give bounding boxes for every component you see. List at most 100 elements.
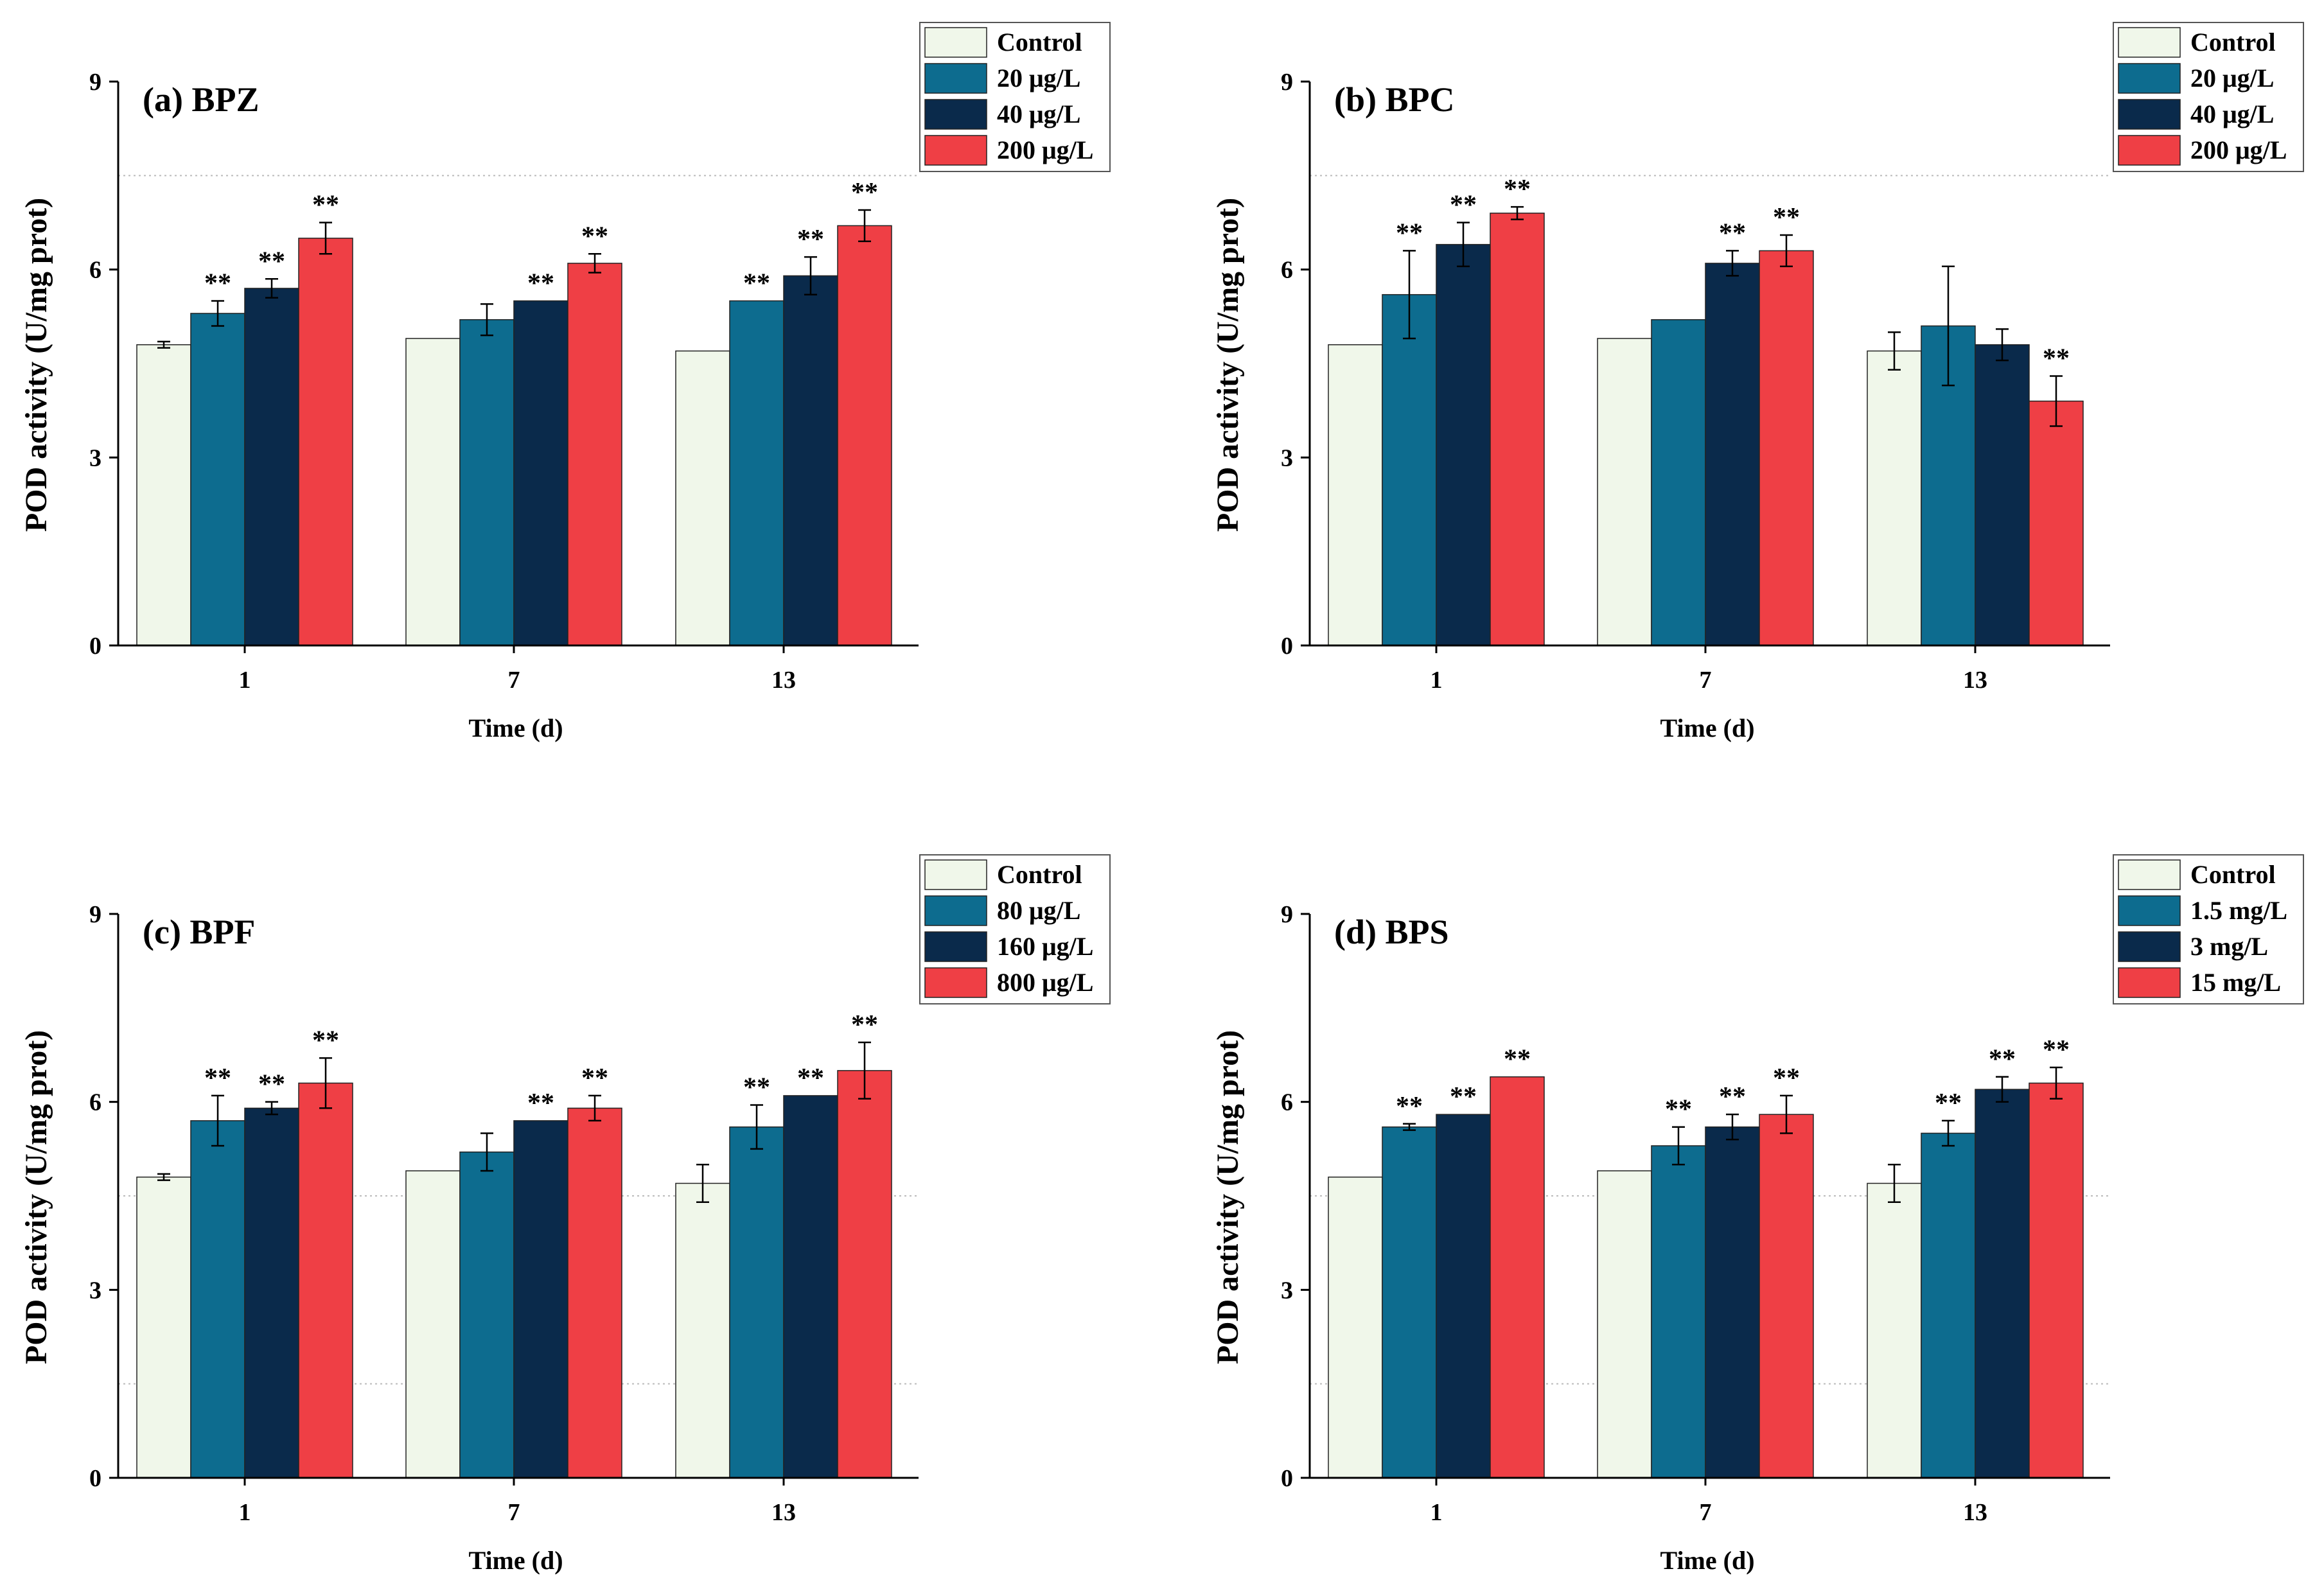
y-tick-label: 6 xyxy=(89,1089,101,1116)
significance-marker: ** xyxy=(851,178,878,207)
legend-swatch-low xyxy=(924,895,987,926)
significance-marker: ** xyxy=(1719,1082,1746,1112)
legend-label: 200 μg/L xyxy=(997,136,1093,164)
error-bar xyxy=(211,1094,224,1147)
bar-mid-day-1 xyxy=(244,288,299,646)
error-bar xyxy=(696,1163,709,1204)
error-bar xyxy=(480,1132,493,1172)
bar-mid-day-7 xyxy=(513,1120,568,1478)
legend-label: 15 mg/L xyxy=(2190,968,2281,997)
bar-mid-day-13 xyxy=(783,275,838,646)
bar-high-day-1 xyxy=(1490,1076,1545,1478)
significance-marker: ** xyxy=(258,1070,285,1100)
legend-label: 200 μg/L xyxy=(2190,136,2287,164)
bar-mid-day-13 xyxy=(1975,344,2030,646)
error-bar xyxy=(1780,234,1793,268)
error-bar xyxy=(1942,1119,1955,1147)
significance-marker: ** xyxy=(1450,1082,1477,1112)
error-bar xyxy=(1672,1126,1685,1166)
bar-mid-day-13 xyxy=(783,1095,838,1478)
legend-swatch-mid xyxy=(2118,931,2181,962)
significance-marker: ** xyxy=(1665,1095,1692,1125)
bar-control-day-1 xyxy=(1328,344,1383,646)
error-bar xyxy=(1996,328,2009,362)
legend-label: Control xyxy=(2190,860,2276,889)
bar-high-day-1 xyxy=(298,1082,353,1478)
legend-label: 40 μg/L xyxy=(997,100,1080,128)
significance-marker: ** xyxy=(581,1064,608,1093)
error-bar xyxy=(1996,1076,2009,1103)
bar-mid-day-13 xyxy=(1975,1089,2030,1478)
bar-mid-day-7 xyxy=(1705,263,1760,646)
significance-marker: ** xyxy=(312,1026,339,1055)
legend-swatch-high xyxy=(2118,967,2181,998)
bar-low-day-7 xyxy=(459,319,515,646)
bar-low-day-1 xyxy=(190,313,245,646)
bar-high-day-7 xyxy=(567,263,622,646)
legend-swatch-control xyxy=(924,859,987,890)
bar-control-day-7 xyxy=(1597,338,1652,646)
significance-marker: ** xyxy=(1396,1092,1423,1121)
legend-label: 160 μg/L xyxy=(997,932,1093,961)
legend-label: 40 μg/L xyxy=(2190,100,2274,128)
bar-mid-day-1 xyxy=(1436,243,1491,646)
legend-swatch-high xyxy=(924,135,987,166)
significance-marker: ** xyxy=(2043,344,2070,374)
error-bar xyxy=(211,300,224,327)
error-bar xyxy=(319,222,332,255)
significance-marker: ** xyxy=(2043,1035,2070,1065)
x-axis-label: Time (d) xyxy=(1660,1546,1754,1575)
legend-swatch-mid xyxy=(2118,99,2181,130)
error-bar xyxy=(1403,250,1416,340)
legend-label: Control xyxy=(997,28,1082,57)
significance-marker: ** xyxy=(581,222,608,251)
legend-label: Control xyxy=(2190,28,2276,57)
x-tick-label: 13 xyxy=(771,667,796,694)
bar-control-day-13 xyxy=(1867,1182,1922,1478)
chart-panel-2: ** ** ** 1 ** ** 7 ** 13 0 3 6 9 (b) BPC Time (d) POD a… xyxy=(1211,22,2304,742)
bar-mid-day-1 xyxy=(1436,1114,1491,1478)
bar-control-day-1 xyxy=(136,344,191,646)
chart-title: (a) BPZ xyxy=(143,80,260,119)
chart-title: (c) BPF xyxy=(143,913,255,951)
legend: Control 80 μg/L 160 μg/L 800 μg/L xyxy=(919,854,1111,1004)
error-bar xyxy=(1888,331,1901,371)
x-tick-label: 13 xyxy=(1963,667,1987,694)
bar-low-day-1 xyxy=(1382,1126,1437,1478)
x-tick-label: 7 xyxy=(508,667,520,694)
error-bar xyxy=(157,1173,170,1181)
error-bar xyxy=(1511,206,1524,220)
bar-high-day-1 xyxy=(1490,213,1545,646)
legend-label: 20 μg/L xyxy=(2190,64,2274,92)
significance-marker: ** xyxy=(1773,1064,1800,1093)
bar-high-day-7 xyxy=(1759,1114,1814,1478)
significance-marker: ** xyxy=(204,268,231,298)
chart-panel-3: ** ** ** 1 ** ** 7 ** ** ** 13 0 3 6 9 (c) BPF Time (d) P… xyxy=(19,854,1111,1575)
y-tick-label: 6 xyxy=(1281,257,1293,284)
error-bar xyxy=(1726,1113,1739,1141)
legend: Control 1.5 mg/L 3 mg/L 15 mg/L xyxy=(2113,854,2304,1004)
error-bar xyxy=(804,256,817,295)
chart-panel-4: ** ** ** 1 ** ** ** 7 ** ** ** 13 0 3 6 9 (d) BPS Time (d… xyxy=(1211,854,2304,1575)
legend-label: 80 μg/L xyxy=(997,896,1080,925)
significance-marker: ** xyxy=(258,247,285,276)
legend-swatch-high xyxy=(2118,135,2181,166)
x-tick-label: 13 xyxy=(771,1499,796,1526)
legend-label: 1.5 mg/L xyxy=(2190,896,2287,925)
y-tick-label: 0 xyxy=(1281,633,1293,660)
significance-marker: ** xyxy=(312,191,339,220)
y-axis-label: POD activity (U/mg prot) xyxy=(1211,1030,1245,1364)
significance-marker: ** xyxy=(743,268,770,298)
x-axis-label: Time (d) xyxy=(1660,714,1754,742)
x-tick-label: 7 xyxy=(1700,667,1712,694)
error-bar xyxy=(2050,375,2063,427)
bar-control-day-1 xyxy=(1328,1176,1383,1478)
error-bar xyxy=(2050,1066,2063,1100)
legend-swatch-mid xyxy=(924,99,987,130)
significance-marker: ** xyxy=(1396,218,1423,248)
x-tick-label: 1 xyxy=(1430,1499,1443,1526)
legend-label: 3 mg/L xyxy=(2190,932,2268,961)
bar-low-day-13 xyxy=(729,1126,784,1478)
bar-high-day-13 xyxy=(837,225,892,646)
significance-marker: ** xyxy=(204,1064,231,1093)
